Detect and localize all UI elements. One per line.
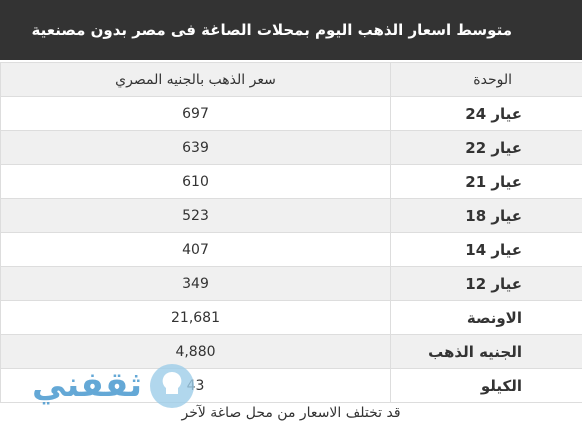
unit-cell: عيار 18 <box>390 198 582 233</box>
note: قد تختلف الاسعار من محل صاغة لآخر <box>181 405 401 421</box>
price-cell: 639 <box>0 130 391 165</box>
unit-cell: عيار 24 <box>390 96 582 131</box>
table-row: عيار 12 349 <box>0 266 582 301</box>
watermark: ثقفني <box>32 364 194 408</box>
price-cell: 349 <box>0 266 391 301</box>
price-cell: 610 <box>0 164 391 199</box>
table-row: عيار 21 610 <box>0 164 582 199</box>
logo-bulb <box>162 371 182 394</box>
header-cell: سعر الذهب بالجنيه المصري <box>0 62 391 97</box>
title: متوسط اسعار الذهب اليوم بمحلات الصاغة فى… <box>0 0 582 60</box>
table-row: الكيلو 43 <box>0 368 582 403</box>
unit-cell: عيار 12 <box>390 266 582 301</box>
price-table: الوحدة سعر الذهب بالجنيه المصري عيار 24 6… <box>0 62 582 403</box>
table-row: عيار 14 407 <box>0 232 582 267</box>
header-row: الوحدة سعر الذهب بالجنيه المصري <box>0 62 582 97</box>
unit-cell: عيار 14 <box>390 232 582 267</box>
unit-cell: عيار 21 <box>390 164 582 199</box>
unit-cell: الكيلو <box>390 368 582 403</box>
unit-cell: الجنيه الذهب <box>390 334 582 369</box>
table-row: الاونصة 21,681 <box>0 300 582 335</box>
table-row: عيار 22 639 <box>0 130 582 165</box>
table-row: عيار 24 697 <box>0 96 582 131</box>
unit-cell: الاونصة <box>390 300 582 335</box>
price-cell: 407 <box>0 232 391 267</box>
price-cell: 523 <box>0 198 391 233</box>
header-cell: الوحدة <box>390 62 582 97</box>
table-row: عيار 18 523 <box>0 198 582 233</box>
watermark-text: ثقفني <box>32 365 142 405</box>
price-cell: 21,681 <box>0 300 391 335</box>
unit-cell: عيار 22 <box>390 130 582 165</box>
table-row: الجنيه الذهب 4,880 <box>0 334 582 369</box>
price-cell: 697 <box>0 96 391 131</box>
